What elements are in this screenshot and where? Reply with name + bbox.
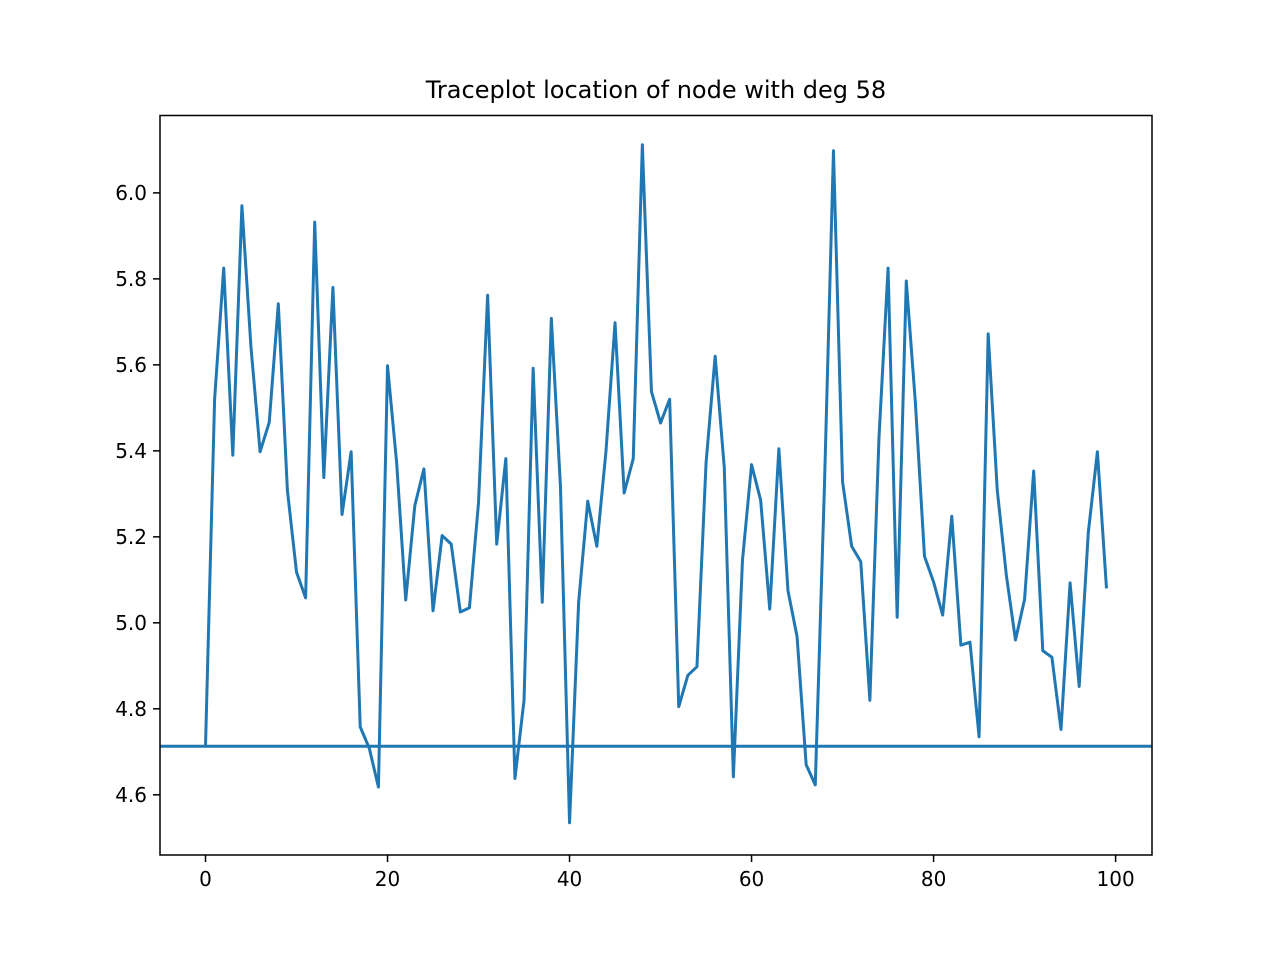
y-tick-label: 5.6 (115, 353, 147, 377)
x-tick-label: 60 (739, 867, 764, 891)
y-tick-label: 4.6 (115, 783, 147, 807)
y-tick-label: 5.4 (115, 439, 147, 463)
y-tick-label: 6.0 (115, 181, 147, 205)
y-axis: 4.6 4.8 5.0 5.2 5.4 5.6 5.8 6.0 (115, 181, 160, 807)
axes-frame (159, 114, 1153, 856)
y-tick-label: 5.2 (115, 525, 147, 549)
x-tick-label: 0 (199, 867, 212, 891)
y-tick-label: 4.8 (115, 697, 147, 721)
x-tick-label: 100 (1097, 867, 1135, 891)
x-tick-label: 80 (921, 867, 946, 891)
chart-title: Traceplot location of node with deg 58 (425, 76, 886, 104)
x-tick-label: 40 (557, 867, 582, 891)
series-line-0 (204, 143, 1108, 825)
y-tick-label: 5.0 (115, 611, 147, 635)
plot-area (160, 143, 1152, 825)
x-axis: 0 20 40 60 80 100 (199, 855, 1135, 891)
y-tick-label: 5.8 (115, 267, 147, 291)
x-tick-label: 20 (375, 867, 400, 891)
